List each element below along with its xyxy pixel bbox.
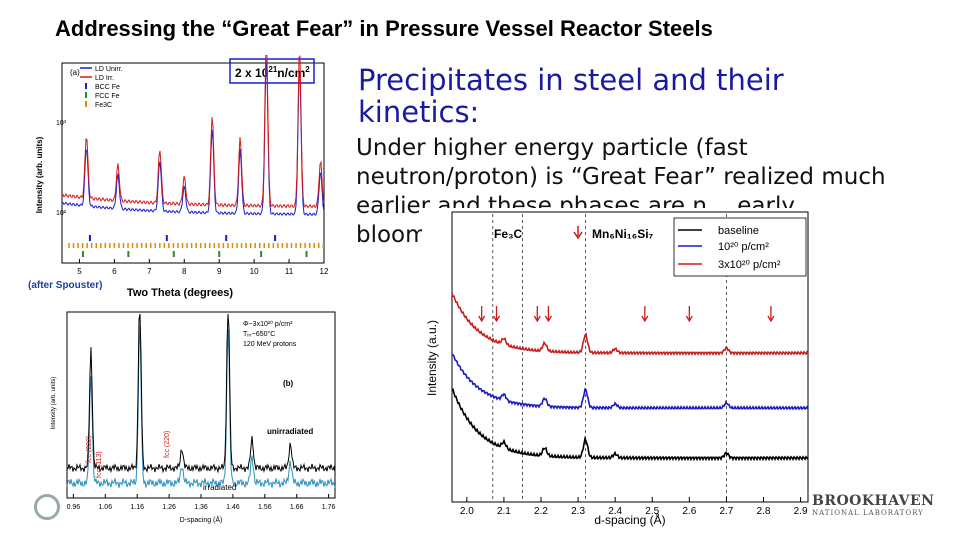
plot-a-xtick: 10 [250, 267, 259, 276]
xrd-plot-c: Fe₃C Mn₆Ni₁₆Si₇ baseline 10²⁰ p/cm² 3x10… [422, 208, 812, 528]
plot-b-xtick: 1.26 [162, 504, 176, 511]
slide-title: Addressing the “Great Fear” in Pressure … [55, 16, 713, 41]
plot-a-xtick: 11 [285, 267, 294, 276]
plot-a-legend: LD Unirr. LD Irr. BCC Fe FCC Fe Fe3C [80, 66, 123, 109]
plot-b-xtick: 1.16 [130, 504, 144, 511]
plot-a-xtick: 9 [217, 267, 222, 276]
logo-sub-text: NATIONAL LABORATORY [812, 509, 924, 517]
plot-a-ylabel: Intensity (arb. units) [35, 136, 44, 213]
plot-c-xtick: 2.3 [571, 506, 585, 517]
xrd-plot-a: (a) LD Unirr. LD Irr. BCC Fe FCC Fe Fe3C… [30, 42, 330, 300]
plot-c-legend-1e20: 10²⁰ p/cm² [718, 241, 769, 253]
plot-b-info-1: Tᵢᵣᵣ~650°C [243, 330, 275, 338]
plot-c-xtick: 2.1 [497, 506, 511, 517]
plot-c-phase2: Mn₆Ni₁₆Si₇ [592, 227, 654, 241]
logo-main-text: BROOKHAVEN [812, 493, 935, 509]
plot-b-peak-222: fcc (222) [86, 436, 93, 463]
plot-b-xlabel: D-spacing (Å) [180, 515, 223, 524]
plot-c-legend-3e20: 3x10²⁰ p/cm² [718, 259, 781, 271]
plot-b-panel-label: (b) [283, 379, 294, 388]
plot-a-ytick-0: 10³ [56, 120, 67, 127]
plot-a-xlabel: Two Theta (degrees) [127, 287, 233, 299]
plot-c-xtick: 2.0 [460, 506, 474, 517]
plot-b-label-unirr: unirradiated [267, 427, 313, 436]
section-heading: Precipitates in steel and their kinetics… [358, 63, 784, 129]
plot-b-info-2: 120 MeV protons [243, 341, 297, 348]
plot-c-xtick: 2.7 [719, 506, 733, 517]
plot-b-info-0: Φ~3x10²⁰ p/cm² [243, 320, 293, 328]
plot-a-ytick-1: 10² [56, 210, 67, 217]
attribution: (after Spouster) [28, 280, 103, 291]
plot-b-xtick: 1.76 [322, 504, 336, 511]
plot-b-label-irr: irradiated [203, 483, 236, 492]
plot-b-peak-220: fcc (220) [164, 431, 171, 458]
plot-a-xtick: 5 [77, 267, 82, 276]
decorative-circle-icon [34, 494, 60, 520]
plot-b-xtick: 1.56 [258, 504, 272, 511]
legend-bcc: BCC Fe [95, 84, 120, 91]
plot-b-ylabel: Intensity (arb. units) [51, 377, 57, 430]
legend-ld-irr: LD Irr. [95, 75, 114, 82]
brookhaven-logo: BROOKHAVEN NATIONAL LABORATORY [812, 493, 935, 523]
plot-b-xtick: 1.06 [98, 504, 112, 511]
plot-a-panel-label: (a) [70, 68, 80, 77]
plot-c-xlabel: d-spacing (Å) [594, 512, 665, 527]
plot-c-ylabel: Intensity (a.u.) [425, 320, 439, 396]
plot-b-xtick: 1.46 [226, 504, 240, 511]
plot-c-xtick: 2.8 [757, 506, 771, 517]
legend-ld-unirr: LD Unirr. [95, 66, 123, 73]
legend-fcc: FCC Fe [95, 93, 120, 100]
plot-a-xtick: 7 [147, 267, 152, 276]
plot-a-xtick: 6 [112, 267, 117, 276]
plot-c-xtick: 2.4 [608, 506, 622, 517]
plot-c-legend-baseline: baseline [718, 225, 759, 237]
plot-b-xtick: 1.66 [290, 504, 304, 511]
plot-c-phase1: Fe₃C [494, 227, 523, 241]
plot-a-xtick: 8 [182, 267, 187, 276]
plot-b-peak-113: fcc (113) [96, 451, 103, 478]
plot-b-xtick: 0.96 [67, 504, 81, 511]
legend-fe3c: Fe3C [95, 102, 112, 109]
plot-c-xtick: 2.2 [534, 506, 548, 517]
plot-a-xtick: 12 [320, 267, 329, 276]
plot-c-xtick: 2.5 [645, 506, 659, 517]
plot-c-xtick: 2.6 [682, 506, 696, 517]
plot-c-xtick: 2.9 [794, 506, 808, 517]
plot-b-xtick: 1.36 [194, 504, 208, 511]
xrd-plot-b: Φ~3x10²⁰ p/cm² Tᵢᵣᵣ~650°C 120 MeV proton… [45, 308, 340, 526]
